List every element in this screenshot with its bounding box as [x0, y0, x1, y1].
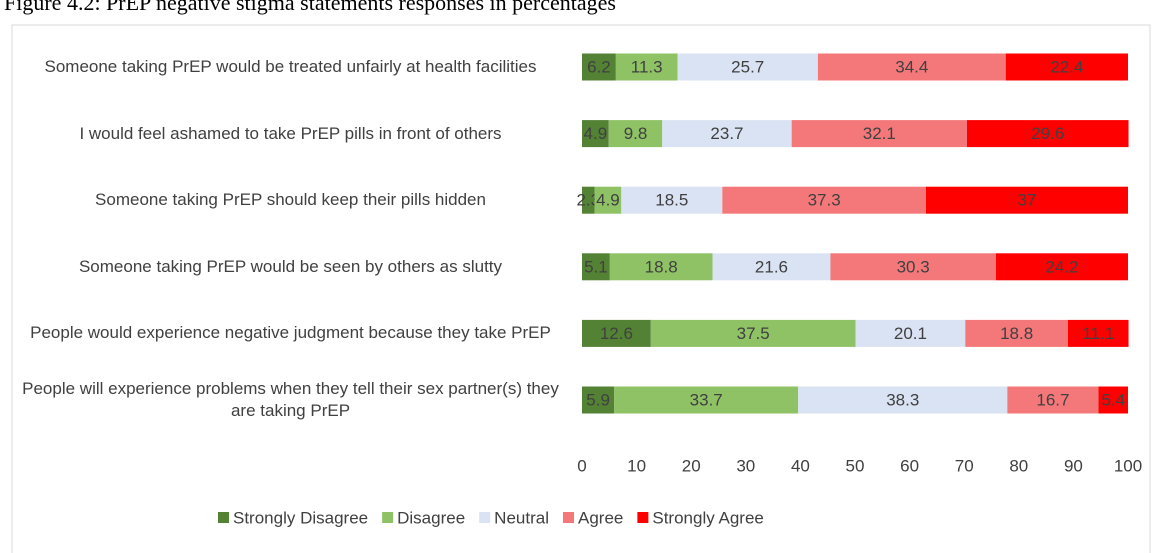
bar-segment: [817, 53, 1006, 81]
bar-segment: [712, 253, 831, 281]
x-tick-label: 90: [1064, 456, 1083, 475]
data-label: 18.5: [655, 191, 688, 210]
data-label: 2.3: [576, 191, 600, 210]
data-label: 16.7: [1036, 390, 1069, 409]
legend-swatch: [637, 512, 649, 523]
data-label: 6.2: [587, 57, 611, 76]
bar-segment: [615, 53, 678, 81]
x-tick-label: 60: [900, 456, 919, 475]
bar-segment: [722, 186, 926, 214]
bar-segment: [582, 186, 595, 214]
x-tick-label: 10: [627, 456, 646, 475]
data-label: 4.9: [584, 124, 608, 143]
category-label: People would experience negative judgmen…: [30, 323, 551, 343]
bar-segment: [582, 120, 609, 148]
bar-segment: [1005, 53, 1128, 81]
data-label: 18.8: [645, 257, 678, 276]
x-tick-label: 100: [1114, 456, 1142, 475]
legend-label: Strongly Disagree: [233, 508, 368, 527]
data-label: 4.9: [596, 191, 620, 210]
data-label: 30.3: [897, 257, 930, 276]
data-label: 23.7: [710, 124, 743, 143]
data-label: 11.3: [631, 57, 663, 76]
category-label: Someone taking PrEP would be seen by oth…: [78, 256, 503, 276]
bar-segment: [1098, 386, 1128, 414]
data-label: 11.1: [1082, 324, 1114, 343]
category-label: I would feel ashamed to take PrEP pills …: [79, 123, 502, 143]
x-tick-label: 20: [682, 456, 701, 475]
data-label: 20.1: [894, 324, 927, 343]
data-label: 5.1: [584, 257, 608, 276]
x-tick-label: 40: [791, 456, 810, 475]
data-label: 12.6: [600, 324, 633, 343]
bar-segment: [594, 186, 622, 214]
bar-segment: [621, 186, 723, 214]
data-label: 5.4: [1101, 390, 1125, 409]
bar-segment: [966, 120, 1129, 148]
data-label: 21.6: [755, 257, 788, 276]
legend-swatch: [562, 512, 574, 523]
bar-segment: [608, 120, 663, 148]
data-label: 37: [1018, 191, 1037, 210]
bar-segment: [855, 319, 966, 347]
bar-segment: [798, 386, 1008, 414]
data-label: 25.7: [731, 57, 764, 76]
x-tick-label: 0: [577, 456, 586, 475]
x-tick-label: 30: [736, 456, 755, 475]
data-label: 32.1: [863, 124, 896, 143]
data-label: 22.4: [1050, 57, 1083, 76]
legend-swatch: [382, 512, 394, 523]
legend-label: Neutral: [494, 508, 549, 527]
bar-segment: [662, 120, 792, 148]
bar-segment: [995, 253, 1128, 281]
bar-segment: [965, 319, 1068, 347]
category-label: Someone taking PrEP would be treated unf…: [44, 57, 537, 76]
legend-label: Agree: [578, 508, 623, 527]
bar-segment: [650, 319, 856, 347]
category-label: Someone taking PrEP should keep their pi…: [95, 190, 486, 210]
data-label: 34.4: [895, 57, 928, 76]
data-label: 37.3: [808, 191, 841, 210]
bar-segment: [925, 186, 1128, 214]
x-tick-label: 70: [955, 456, 974, 475]
x-tick-label: 80: [1009, 456, 1028, 475]
legend-label: Strongly Agree: [652, 508, 764, 527]
chart-border: [11, 24, 1151, 553]
category-label: People will experience problems when the…: [22, 379, 559, 420]
bar-segment: [582, 53, 616, 81]
data-label: 5.9: [586, 390, 610, 409]
bar-segment: [582, 319, 651, 347]
data-label: 9.8: [624, 124, 648, 143]
data-label: 18.8: [1000, 324, 1033, 343]
bar-segment: [1067, 319, 1129, 347]
legend-label: Disagree: [397, 508, 465, 527]
data-label: 29.6: [1031, 124, 1064, 143]
bar-segment: [582, 253, 610, 281]
legend-swatch: [218, 512, 229, 523]
legend-swatch: [479, 512, 491, 523]
bar-segment: [582, 386, 615, 414]
data-label: 37.5: [737, 324, 770, 343]
bar-segment: [614, 386, 799, 414]
bar-segment: [609, 253, 713, 281]
bar-segment: [677, 53, 818, 81]
bar-segment: [1007, 386, 1099, 414]
data-label: 24.2: [1045, 257, 1078, 276]
data-label: 33.7: [690, 390, 723, 409]
data-label: 38.3: [886, 390, 919, 409]
bar-segment: [791, 120, 967, 148]
bar-segment: [830, 253, 996, 281]
chart-title: Figure 4.2: PrEP negative stigma stateme…: [4, 0, 616, 15]
x-tick-label: 50: [846, 456, 865, 475]
